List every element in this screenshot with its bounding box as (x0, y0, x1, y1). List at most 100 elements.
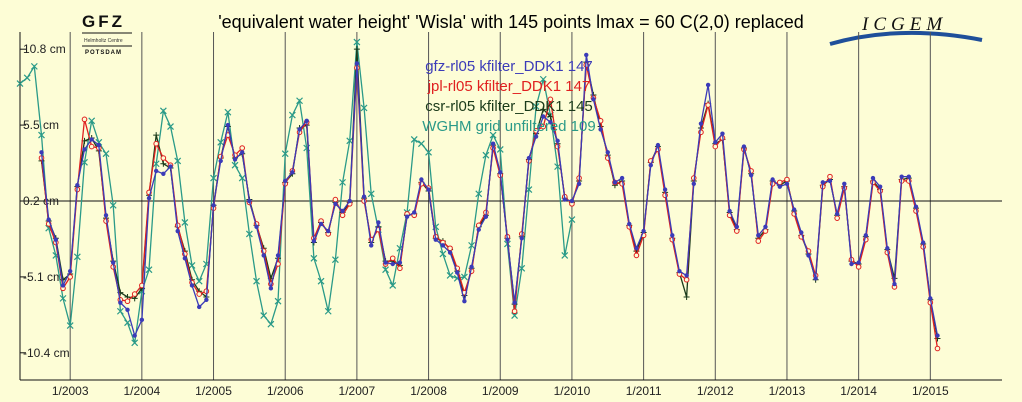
legend-entry-csr: csr-rl05 kfilter_DDK1 145 (425, 98, 593, 115)
data-point-gfz (433, 237, 438, 242)
x-tick-label: 1/2011 (626, 384, 662, 398)
data-point-gfz (354, 61, 360, 66)
data-point-gfz (218, 158, 223, 164)
data-point-gfz (383, 260, 388, 265)
legend-entry-gfz: gfz-rl05 kfilter_DDK1 147 (425, 58, 593, 75)
data-point-gfz (412, 210, 417, 215)
data-point-gfz (376, 220, 381, 225)
data-point-gfz (347, 198, 352, 204)
data-point-gfz (139, 317, 145, 323)
chart-title: 'equivalent water height' 'Wisla' with 1… (218, 12, 804, 32)
data-point-gfz (748, 173, 754, 178)
data-point-jpl (88, 143, 95, 150)
x-tick-label: 1/2008 (410, 384, 447, 398)
data-point-gfz (727, 208, 732, 214)
data-point-gfz (60, 283, 66, 288)
data-point-gfz (311, 238, 317, 244)
data-point-wghm (145, 266, 153, 274)
data-point-gfz (447, 250, 453, 255)
data-point-jpl (547, 96, 554, 103)
x-tick-label: 1/2012 (697, 384, 734, 398)
data-point-gfz (175, 228, 180, 234)
data-point-gfz (612, 180, 618, 185)
data-point-gfz (591, 97, 596, 102)
data-point-wghm (59, 294, 67, 302)
data-point-gfz (906, 174, 912, 179)
data-point-wghm (389, 282, 397, 289)
data-point-wghm (532, 103, 540, 110)
data-point-gfz (720, 131, 725, 136)
gfz-logo: GFZ Helmholtz Centre POTSDAM (82, 12, 132, 56)
icgem-logo: ICGEM (829, 14, 983, 46)
data-point-gfz (533, 134, 539, 139)
data-point-gfz (634, 246, 639, 251)
data-point-jpl (733, 228, 740, 234)
data-point-wghm (568, 216, 576, 224)
data-point-gfz (648, 162, 653, 168)
data-point-jpl (153, 140, 159, 147)
data-point-gfz (655, 142, 661, 148)
data-point-gfz (211, 203, 216, 208)
data-point-gfz (505, 237, 510, 242)
data-point-jpl (755, 238, 762, 244)
data-point-wghm (518, 264, 526, 272)
data-point-wghm (238, 174, 246, 182)
x-tick-label: 1/2003 (52, 384, 89, 398)
data-point-wghm (16, 80, 24, 87)
y-tick-label: 0.2 cm (23, 194, 59, 208)
data-point-jpl (332, 196, 339, 203)
data-point-wghm (124, 319, 131, 327)
data-point-csr (540, 106, 547, 113)
data-point-wghm (245, 230, 253, 238)
data-point-gfz (469, 264, 474, 270)
data-point-wghm (561, 251, 569, 259)
data-point-gfz (541, 114, 546, 119)
data-point-gfz (842, 181, 847, 187)
data-point-wghm (317, 277, 325, 285)
data-point-gfz (96, 142, 102, 148)
data-point-wghm (324, 307, 332, 315)
data-point-gfz (261, 253, 266, 258)
data-point-wghm (274, 297, 282, 305)
data-point-gfz (670, 233, 675, 238)
series-layer (16, 38, 941, 352)
gfz-logo-location: POTSDAM (85, 50, 122, 56)
data-point-gfz (885, 246, 890, 251)
data-point-wghm (217, 138, 225, 146)
data-point-gfz (799, 230, 804, 235)
data-point-gfz (161, 171, 166, 176)
data-point-gfz (225, 122, 231, 128)
data-point-wghm (102, 150, 110, 158)
series-gfz (39, 52, 940, 338)
legend-entry-wghm: WGHM grid unfiltered 109 (422, 118, 595, 135)
data-point-gfz (118, 300, 123, 305)
data-point-gfz (813, 276, 818, 281)
y-tick-label: 10.8 cm (23, 42, 66, 56)
data-point-gfz (555, 138, 560, 144)
data-point-wghm (353, 38, 361, 46)
data-point-wghm (210, 174, 217, 182)
data-point-jpl (131, 291, 138, 297)
data-point-wghm (253, 277, 260, 285)
data-point-jpl (834, 215, 840, 221)
data-point-gfz (827, 178, 833, 184)
data-point-jpl (447, 245, 453, 252)
data-point-gfz (512, 300, 517, 305)
data-point-jpl (633, 252, 640, 259)
data-point-gfz (426, 187, 431, 192)
data-point-wghm (260, 312, 268, 319)
data-point-gfz (920, 240, 926, 245)
data-point-gfz (283, 178, 288, 184)
data-point-gfz (677, 268, 682, 274)
data-point-gfz (196, 304, 202, 310)
data-point-gfz (333, 201, 338, 207)
gfz-logo-text: GFZ (82, 12, 125, 31)
data-point-gfz (784, 181, 790, 187)
data-point-wghm (360, 104, 368, 112)
data-point-jpl (397, 265, 403, 272)
data-point-jpl (827, 173, 833, 180)
data-point-wghm (195, 277, 203, 285)
data-point-wghm (23, 74, 31, 82)
data-point-jpl (124, 298, 131, 305)
